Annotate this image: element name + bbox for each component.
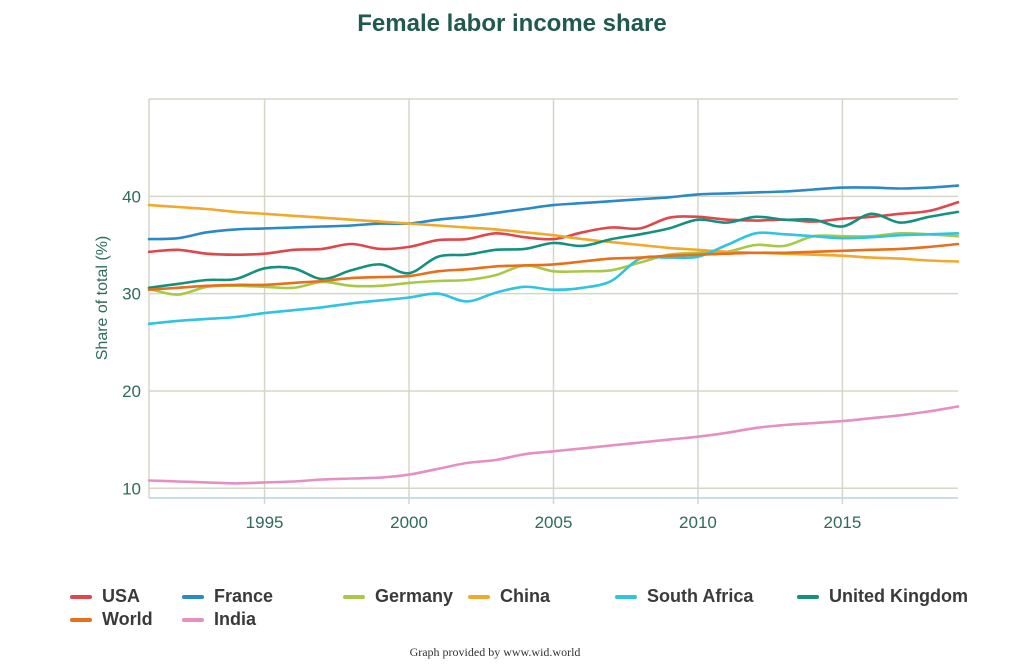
legend-label: USA (102, 586, 141, 606)
legend-item-south-africa[interactable]: South Africa (615, 586, 753, 607)
y-tick-label: 20 (122, 382, 141, 401)
y-axis-label: Share of total (%) (94, 236, 111, 361)
y-tick-label: 40 (122, 187, 141, 206)
legend-swatch (797, 594, 819, 599)
credit-text: Graph provided by www.wid.world (409, 645, 581, 659)
x-tick-label: 1995 (246, 513, 284, 532)
axes: 10 20 30 40 1995 2000 2005 2010 2015 (122, 187, 958, 532)
series-line-germany[interactable] (147, 231, 960, 296)
legend-swatch (182, 594, 204, 599)
legend-label: Germany (375, 586, 454, 606)
legend-item-world[interactable]: World (70, 609, 153, 630)
y-tick-label: 30 (122, 285, 141, 304)
series-line-united-kingdom[interactable] (147, 210, 960, 290)
legend-swatch (343, 594, 365, 599)
legend-label: World (102, 609, 153, 629)
series-line-world[interactable] (147, 242, 960, 291)
legend-label: United Kingdom (829, 586, 968, 606)
grid (148, 98, 958, 504)
legend-swatch (70, 617, 92, 622)
y-tick-label: 10 (122, 479, 141, 498)
series-line-france[interactable] (147, 184, 960, 241)
legend-item-germany[interactable]: Germany (343, 586, 453, 607)
legend-label: France (214, 586, 274, 606)
series-line-south-africa[interactable] (147, 231, 960, 326)
legend-item-india[interactable]: India (182, 609, 256, 630)
legend-item-united-kingdom[interactable]: United Kingdom (797, 586, 968, 607)
legend-item-france[interactable]: France (182, 586, 273, 607)
x-tick-label: 2005 (535, 513, 573, 532)
series-line-china[interactable] (147, 203, 960, 263)
legend-swatch (70, 594, 92, 599)
series-lines (147, 184, 960, 485)
x-tick-label: 2000 (390, 513, 428, 532)
legend-label: China (500, 586, 551, 606)
legend-item-china[interactable]: China (468, 586, 550, 607)
legend-swatch (615, 594, 637, 599)
chart-title: Female labor income share (357, 10, 667, 37)
x-tick-label: 2010 (679, 513, 717, 532)
x-tick-label: 2015 (824, 513, 862, 532)
legend-item-usa[interactable]: USA (70, 586, 140, 607)
legend-swatch (468, 594, 490, 599)
legend-swatch (182, 617, 204, 622)
legend-label: India (214, 609, 257, 629)
legend-label: South Africa (647, 586, 754, 606)
series-line-india[interactable] (147, 405, 960, 485)
